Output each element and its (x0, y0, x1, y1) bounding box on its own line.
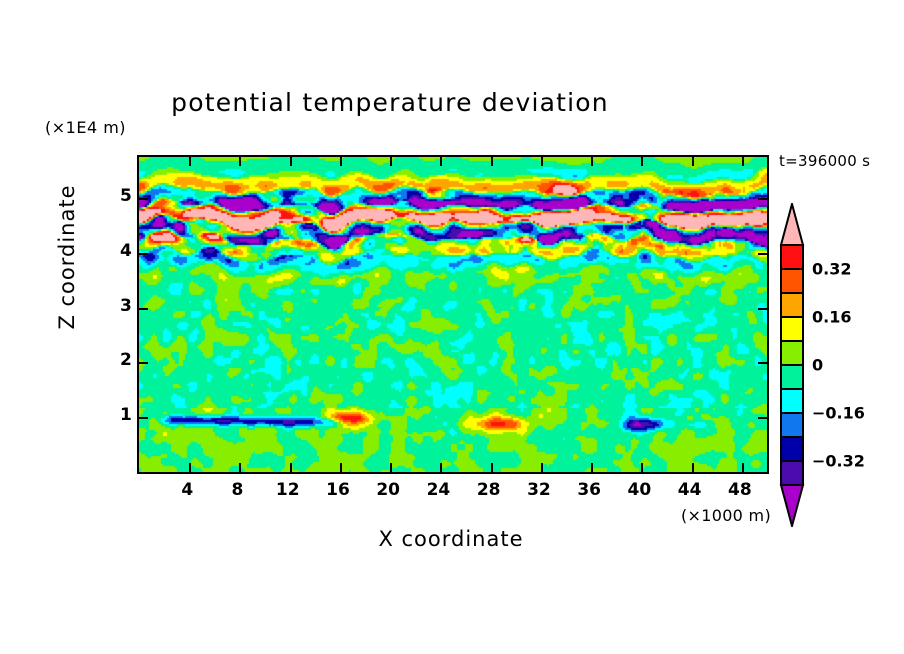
colorbar (779, 203, 805, 527)
x-tick-mark-top (741, 157, 744, 166)
colorbar-tick-label: 0.16 (812, 307, 852, 327)
x-tick-mark (339, 463, 342, 472)
colorbar-band (780, 316, 804, 342)
x-tick-mark (189, 463, 192, 472)
x-tick-mark-top (390, 157, 393, 166)
x-axis-title: X coordinate (378, 527, 524, 551)
colorbar-tick-label: −0.16 (812, 403, 865, 423)
x-tick-mark-top (490, 157, 493, 166)
x-tick-mark (591, 463, 594, 472)
y-tick-label: 5 (120, 186, 132, 207)
colorbar-band (780, 412, 804, 438)
colorbar-tick-label: 0.32 (812, 259, 852, 279)
y-axis-title: Z coordinate (55, 184, 79, 330)
y-tick-mark-right (758, 417, 767, 420)
y-tick-mark (139, 307, 148, 310)
x-tick-mark (490, 463, 493, 472)
timestamp-label: t=396000 s (779, 152, 871, 170)
y-tick-label: 4 (120, 240, 132, 261)
y-tick-label: 1 (120, 405, 132, 426)
y-tick-mark-right (758, 198, 767, 201)
plot-area (137, 155, 769, 474)
colorbar-band (780, 340, 804, 366)
y-tick-mark (139, 252, 148, 255)
x-tick-label: 16 (326, 480, 350, 500)
contour-field (139, 157, 767, 472)
x-tick-mark-top (641, 157, 644, 166)
x-tick-mark-top (440, 157, 443, 166)
x-tick-label: 20 (376, 480, 401, 500)
colorbar-band (780, 436, 804, 462)
y-axis-unit-label: (×1E4 m) (45, 118, 127, 137)
x-tick-mark (641, 463, 644, 472)
x-tick-label: 4 (181, 480, 194, 500)
y-tick-mark (139, 362, 148, 365)
x-tick-mark-top (591, 157, 594, 166)
colorbar-band (780, 244, 804, 270)
colorbar-swatches (779, 203, 805, 527)
x-axis-unit-label: (×1000 m) (681, 506, 771, 525)
colorbar-band (780, 268, 804, 294)
colorbar-tick-label: −0.32 (812, 451, 865, 471)
page-title: potential temperature deviation (171, 88, 609, 117)
x-tick-mark (390, 463, 393, 472)
x-tick-mark-top (189, 157, 192, 166)
colorbar-tick-label: 0 (812, 355, 824, 375)
colorbar-band (780, 460, 804, 486)
colorbar-band (780, 388, 804, 414)
x-tick-label: 24 (426, 480, 451, 500)
colorbar-band (780, 292, 804, 318)
x-tick-mark (239, 463, 242, 472)
x-tick-mark-top (540, 157, 543, 166)
x-tick-mark-top (691, 157, 694, 166)
x-tick-mark-top (339, 157, 342, 166)
x-tick-label: 48 (728, 480, 752, 500)
x-tick-label: 44 (677, 480, 702, 500)
x-tick-label: 36 (577, 480, 601, 500)
x-tick-mark-top (289, 157, 292, 166)
x-tick-mark-top (239, 157, 242, 166)
x-tick-label: 28 (476, 480, 501, 500)
y-tick-mark-right (758, 252, 767, 255)
y-tick-mark (139, 198, 148, 201)
x-tick-label: 40 (627, 480, 652, 500)
x-tick-mark (741, 463, 744, 472)
colorbar-cap-min (779, 484, 805, 527)
x-tick-mark (440, 463, 443, 472)
x-tick-label: 32 (527, 480, 551, 500)
colorbar-band (780, 364, 804, 390)
x-tick-label: 8 (231, 480, 244, 500)
x-tick-label: 12 (275, 480, 300, 500)
x-tick-mark (691, 463, 694, 472)
y-tick-label: 2 (120, 350, 132, 371)
y-tick-mark-right (758, 307, 767, 310)
x-tick-mark (540, 463, 543, 472)
colorbar-cap-max (779, 203, 805, 246)
y-tick-label: 3 (120, 295, 132, 316)
y-tick-mark (139, 417, 148, 420)
y-tick-mark-right (758, 362, 767, 365)
x-tick-mark (289, 463, 292, 472)
